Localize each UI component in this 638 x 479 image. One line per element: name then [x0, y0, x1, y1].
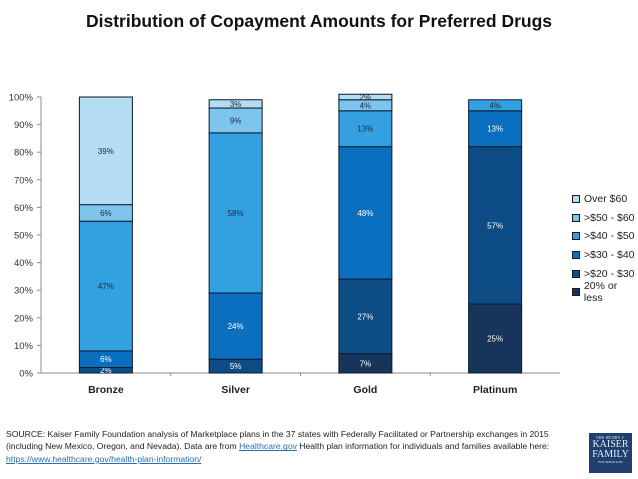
stacked-bar-chart: 0% 10% 20% 30% 40% 50% 60% 70% 80% 90% 100% 2% 6% 47%… [9, 93, 560, 396]
bar-segment [468, 146, 523, 305]
kaiser-family-foundation-logo: THE HENRY J. KAISER FAMILY FOUNDATION [589, 433, 632, 473]
data-label: 3% [230, 100, 242, 109]
data-label: 27% [357, 312, 373, 321]
logo-line-1: THE HENRY J. [595, 435, 626, 440]
y-tick-label: 80% [14, 148, 34, 159]
legend-label: >$50 - $60 [584, 211, 635, 224]
legend-item: >$40 - $50 [572, 227, 638, 246]
data-label: 6% [100, 355, 112, 364]
data-label: 58% [228, 209, 244, 218]
x-tick-label: Bronze [88, 384, 124, 396]
data-label: 7% [360, 359, 372, 368]
data-label: 47% [98, 282, 114, 291]
legend-label: >$30 - $40 [584, 249, 635, 262]
bar-segment [208, 99, 263, 109]
data-label: 57% [487, 221, 503, 230]
data-label: 6% [100, 209, 112, 218]
y-tick-label: 30% [14, 286, 34, 297]
data-label: 39% [98, 147, 114, 156]
y-tick-label: 100% [9, 93, 34, 104]
legend-item: >$20 - $30 [572, 264, 638, 283]
legend-swatch [572, 269, 580, 278]
bar-segment [468, 99, 523, 112]
y-tick-label: 70% [14, 175, 34, 186]
legend-swatch [572, 251, 580, 260]
legend-item: 20% or less [572, 280, 638, 305]
y-tick-label: 20% [14, 313, 34, 324]
bar-segment [468, 110, 523, 148]
y-tick-label: 60% [14, 203, 34, 214]
y-tick-label: 0% [19, 369, 33, 380]
x-tick-label: Platinum [473, 384, 517, 396]
bar-segment [208, 107, 263, 134]
logo-line-3: FAMILY [592, 449, 629, 460]
logo-line-4: FOUNDATION [598, 460, 623, 464]
y-tick-label: 40% [14, 258, 34, 269]
source-note: SOURCE: Kaiser Family Foundation analysi… [6, 428, 566, 465]
bar-segment [338, 278, 393, 355]
legend-label: 20% or less [583, 280, 618, 305]
source-text-middle: Health plan information for individuals … [296, 441, 550, 452]
legend-swatch [572, 288, 580, 297]
data-label: 24% [228, 322, 244, 331]
legend-swatch [572, 195, 580, 204]
bar-segment [78, 220, 133, 352]
bar-segment [208, 292, 263, 360]
logo-line-2: KAISER [592, 439, 629, 450]
bar-segment [338, 93, 393, 101]
data-label: 48% [357, 209, 373, 218]
x-tick-label: Silver [221, 384, 250, 396]
data-label: 5% [230, 362, 242, 371]
data-label: 4% [360, 101, 372, 110]
legend-swatch [572, 232, 580, 241]
bar-segment [78, 96, 133, 206]
legend-item: >$30 - $40 [572, 246, 638, 265]
data-label: 9% [230, 116, 242, 125]
data-label: 2% [360, 93, 372, 102]
y-tick-label: 10% [14, 341, 34, 352]
legend-swatch [572, 213, 580, 222]
bar-segment [208, 132, 263, 294]
bar-segment [468, 303, 523, 374]
bar-segment [338, 146, 393, 280]
legend-label: >$20 - $30 [584, 267, 635, 280]
data-label: 4% [489, 101, 501, 110]
chart-title: Distribution of Copayment Amounts for Pr… [85, 11, 553, 31]
x-tick-label: Gold [353, 384, 377, 396]
legend-label: >$40 - $50 [584, 230, 635, 243]
data-label: 25% [487, 335, 503, 344]
healthcare-gov-link[interactable]: Healthcare.gov [239, 441, 297, 452]
source-text: SOURCE: Kaiser Family Foundation analysi… [6, 429, 549, 452]
legend-label: Over $60 [584, 193, 628, 206]
y-tick-label: 90% [14, 120, 34, 131]
chart-legend: Over $60 >$50 - $60 >$40 - $50 >$30 - $40 >$… [572, 190, 638, 305]
y-tick-label: 50% [14, 231, 34, 242]
legend-item: >$50 - $60 [572, 209, 638, 228]
data-label: 13% [357, 125, 373, 134]
bar-segment [338, 110, 393, 148]
health-plan-information-link[interactable]: https://www.healthcare.gov/health-plan-i… [6, 453, 202, 464]
data-label: 2% [100, 366, 112, 375]
legend-item: Over $60 [572, 190, 638, 209]
data-label: 13% [487, 125, 503, 134]
